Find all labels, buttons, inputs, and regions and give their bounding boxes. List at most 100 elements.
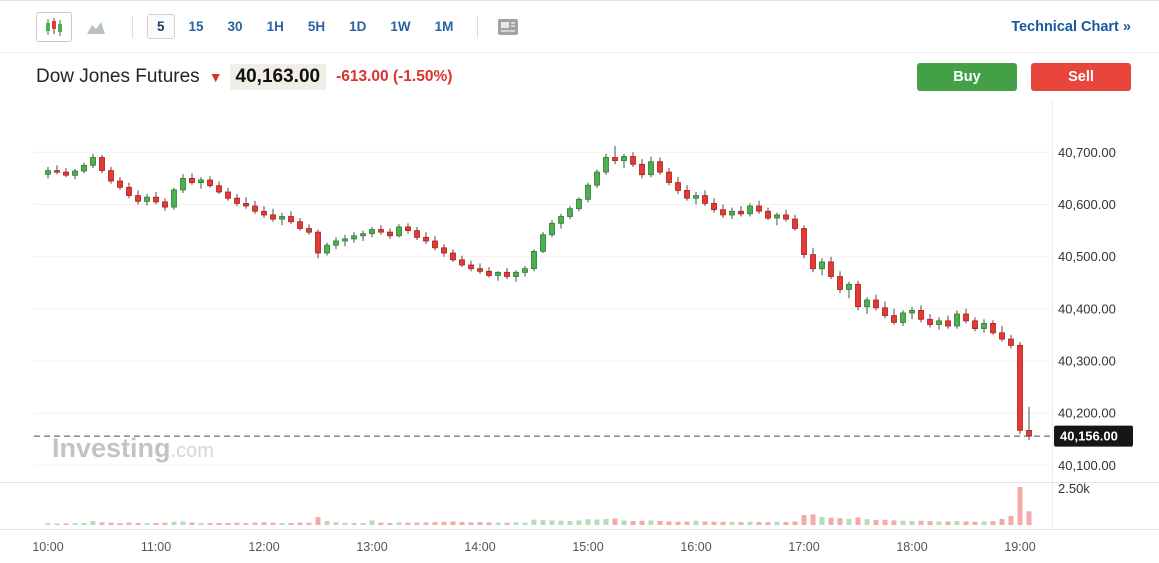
candle-body: [774, 214, 780, 219]
y-axis-label: 40,500.00: [1058, 249, 1116, 264]
timeframe-group: 5 15 30 1H 5H 1D 1W 1M: [145, 14, 465, 39]
candle-body: [351, 235, 357, 240]
volume-bar: [360, 523, 366, 525]
y-axis-label: 40,200.00: [1058, 406, 1116, 421]
volume-bar: [747, 521, 753, 525]
volume-bar: [117, 523, 123, 525]
volume-bar: [684, 521, 690, 525]
sell-button[interactable]: Sell: [1031, 63, 1131, 91]
volume-bar: [234, 522, 240, 525]
volume-bar: [819, 517, 825, 525]
candlestick-chart-type-button[interactable]: [36, 11, 72, 42]
instrument-header: Dow Jones Futures ▼ 40,163.00 -613.00 (-…: [0, 53, 1159, 101]
candle-body: [585, 184, 591, 200]
candle-body: [954, 313, 960, 327]
volume-bar: [135, 522, 141, 525]
candle-body: [594, 171, 600, 186]
volume-bar: [648, 520, 654, 525]
x-axis-label: 14:00: [464, 540, 495, 554]
candle-body: [252, 205, 258, 212]
candle-body: [675, 182, 681, 191]
volume-bar: [315, 517, 321, 525]
volume-bar: [702, 521, 708, 525]
candle-body: [117, 180, 123, 188]
x-axis-label: 17:00: [788, 540, 819, 554]
volume-bar: [657, 521, 663, 525]
volume-bar: [504, 522, 510, 525]
candle-body: [108, 170, 114, 182]
candle-body: [432, 240, 438, 249]
volume-bar: [333, 522, 339, 525]
volume-bar: [972, 521, 978, 525]
candle-body: [702, 195, 708, 204]
volume-axis-label: 2.50k: [1058, 481, 1090, 496]
timeframe-1w[interactable]: 1W: [380, 14, 420, 39]
x-axis-label: 13:00: [356, 540, 387, 554]
candle-body: [522, 268, 528, 273]
volume-bar: [243, 523, 249, 525]
candle-body: [666, 171, 672, 183]
candle-body: [567, 208, 573, 217]
price-change-percent: (-1.50%): [392, 68, 453, 85]
volume-bar: [621, 520, 627, 525]
candle-body: [918, 309, 924, 320]
volume-bar: [387, 522, 393, 525]
candle-body: [720, 209, 726, 216]
technical-chart-link[interactable]: Technical Chart »: [1011, 19, 1131, 35]
timeframe-5[interactable]: 5: [147, 14, 175, 39]
volume-bar: [63, 523, 69, 525]
volume-bar: [279, 523, 285, 525]
candle-body: [729, 210, 735, 216]
price-change-value: -613.00: [336, 68, 389, 85]
y-axis-label: 40,400.00: [1058, 301, 1116, 316]
price-change: -613.00 (-1.50%): [336, 68, 452, 86]
volume-bar: [423, 522, 429, 525]
volume-bar: [882, 519, 888, 525]
volume-bar: [180, 521, 186, 525]
volume-bar: [441, 521, 447, 525]
x-axis-label: 19:00: [1004, 540, 1035, 554]
trade-buttons: Buy Sell: [917, 63, 1131, 91]
candle-body: [99, 157, 105, 171]
volume-bar: [270, 522, 276, 525]
volume-bar: [225, 522, 231, 525]
candlestick-chart[interactable]: 40,700.00 40,600.00 40,500.00 40,400.00 40,3…: [0, 101, 1159, 563]
volume-bar: [450, 521, 456, 525]
candle-body: [189, 178, 195, 184]
volume-bar: [576, 520, 582, 525]
candle-body: [225, 191, 231, 199]
volume-bar: [486, 522, 492, 525]
volume-bar: [531, 519, 537, 525]
candle-body: [576, 198, 582, 210]
volume-bar: [999, 518, 1005, 525]
timeframe-1h[interactable]: 1H: [257, 14, 294, 39]
candle-body: [612, 157, 618, 161]
volume-bar: [990, 521, 996, 525]
candle-body: [486, 270, 492, 276]
timeframe-1d[interactable]: 1D: [339, 14, 376, 39]
timeframe-15[interactable]: 15: [179, 14, 214, 39]
buy-button[interactable]: Buy: [917, 63, 1017, 91]
news-events-button[interactable]: [490, 11, 527, 42]
volume-bar: [954, 521, 960, 525]
timeframe-5h[interactable]: 5H: [298, 14, 335, 39]
volume-bar: [720, 521, 726, 525]
candle-body: [531, 250, 537, 269]
volume-bar: [927, 521, 933, 525]
y-axis-label: 40,700.00: [1058, 145, 1116, 160]
volume-bar: [468, 522, 474, 525]
timeframe-30[interactable]: 30: [218, 14, 253, 39]
candle-body: [765, 210, 771, 219]
volume-bar: [765, 522, 771, 525]
volume-bar: [378, 522, 384, 525]
candle-body: [459, 259, 465, 266]
candle-body: [891, 315, 897, 323]
timeframe-1m[interactable]: 1M: [425, 14, 464, 39]
volume-bar: [216, 523, 222, 525]
area-chart-type-button[interactable]: [78, 11, 114, 42]
candle-body: [423, 236, 429, 242]
candle-body: [711, 203, 717, 211]
candle-body: [927, 318, 933, 325]
candle-body: [171, 189, 177, 208]
